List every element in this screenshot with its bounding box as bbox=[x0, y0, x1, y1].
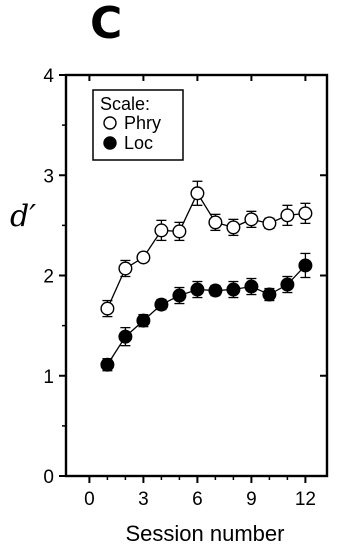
data-point bbox=[190, 282, 205, 297]
data-point bbox=[262, 287, 277, 302]
legend-title: Scale: bbox=[100, 94, 150, 114]
data-point bbox=[154, 223, 169, 238]
y-tick-label: 0 bbox=[43, 467, 54, 488]
data-point bbox=[262, 216, 277, 231]
data-point bbox=[244, 279, 259, 294]
y-tick-label: 4 bbox=[43, 66, 54, 87]
data-point bbox=[154, 297, 169, 312]
y-axis-label: d′ bbox=[10, 199, 36, 234]
data-point bbox=[136, 250, 151, 265]
data-point bbox=[100, 301, 115, 316]
data-point bbox=[298, 206, 313, 221]
series-line bbox=[106, 265, 306, 366]
y-tick-label: 2 bbox=[43, 267, 54, 288]
data-point bbox=[118, 261, 133, 276]
x-tick-label: 0 bbox=[84, 489, 95, 510]
legend-entry: Phry bbox=[124, 113, 161, 133]
legend-marker bbox=[103, 116, 117, 130]
data-point bbox=[190, 186, 205, 201]
data-point bbox=[226, 220, 241, 235]
data-point bbox=[298, 258, 313, 273]
data-point bbox=[226, 282, 241, 297]
data-point bbox=[208, 283, 223, 298]
data-point bbox=[172, 224, 187, 239]
x-axis-label: Session number bbox=[126, 521, 285, 546]
data-point bbox=[172, 288, 187, 303]
data-point bbox=[118, 329, 133, 344]
panel-label: C bbox=[90, 0, 123, 49]
x-tick-label: 6 bbox=[192, 489, 203, 510]
series-group bbox=[100, 180, 313, 372]
x-tick-label: 3 bbox=[138, 489, 149, 510]
data-point bbox=[280, 208, 295, 223]
data-point bbox=[100, 357, 115, 372]
data-point bbox=[208, 215, 223, 230]
x-tick-label: 12 bbox=[295, 489, 316, 510]
x-tick-label: 9 bbox=[246, 489, 257, 510]
data-point bbox=[280, 277, 295, 292]
data-point bbox=[136, 313, 151, 328]
legend-marker bbox=[103, 136, 117, 150]
data-point bbox=[244, 212, 259, 227]
y-tick-label: 3 bbox=[43, 166, 54, 187]
legend-entry: Loc bbox=[124, 133, 153, 153]
y-tick-label: 1 bbox=[43, 367, 54, 388]
